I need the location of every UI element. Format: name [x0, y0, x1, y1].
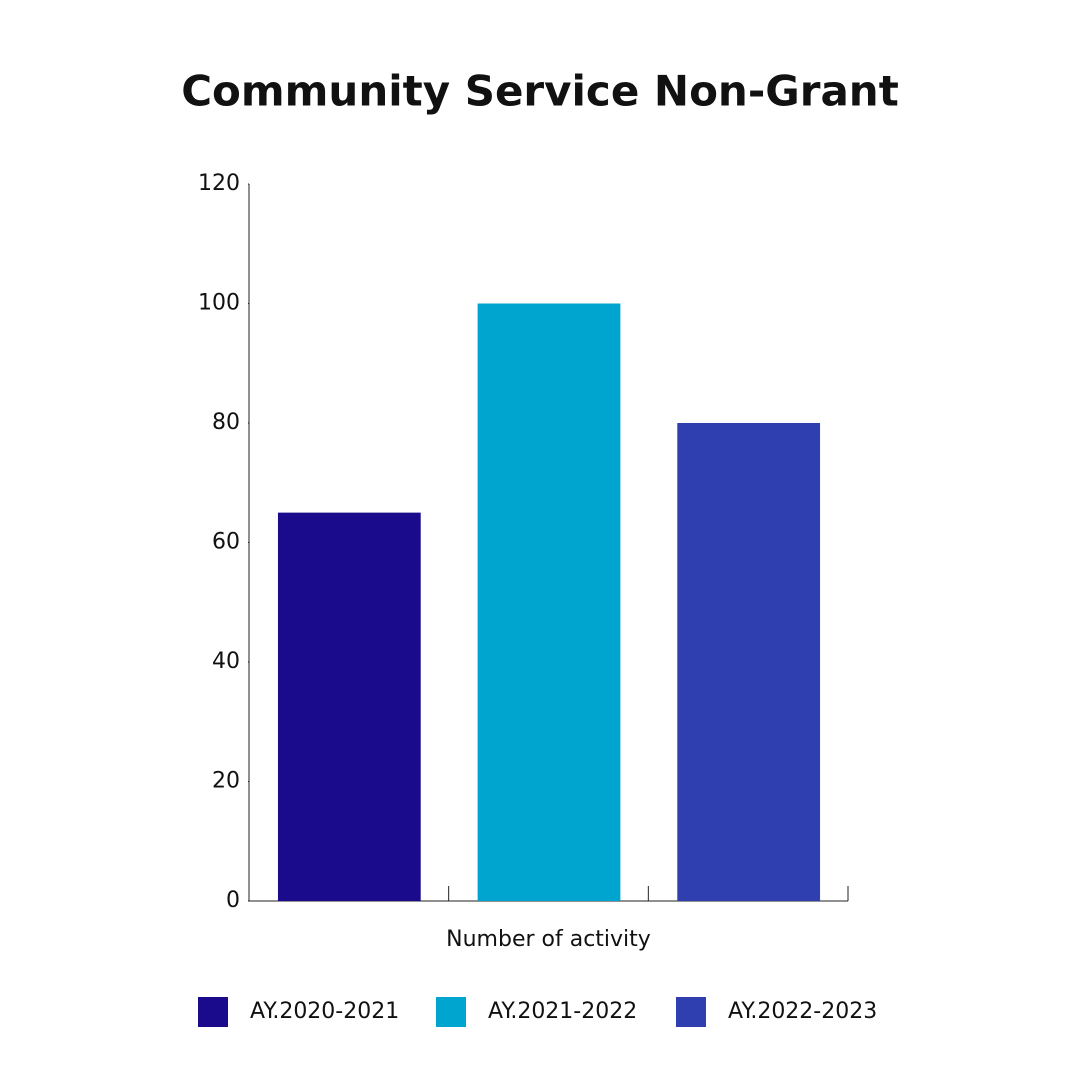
- y-tick-label: 20: [212, 769, 240, 794]
- y-tick-label: 40: [212, 649, 240, 674]
- y-tick-label: 120: [198, 171, 240, 196]
- bar: [277, 512, 421, 901]
- legend-label: AY.2022-2023: [728, 999, 877, 1024]
- legend-swatch: [198, 997, 228, 1027]
- bar: [677, 423, 821, 901]
- y-tick-label: 100: [198, 291, 240, 316]
- y-tick-label: 60: [212, 530, 240, 555]
- chart-title: Community Service Non-Grant: [181, 67, 899, 116]
- legend-swatch: [676, 997, 706, 1027]
- x-axis-label: Number of activity: [446, 927, 651, 952]
- legend-label: AY.2021-2022: [488, 999, 637, 1024]
- legend-swatch: [436, 997, 466, 1027]
- legend-label: AY.2020-2021: [250, 999, 399, 1024]
- y-tick-label: 0: [226, 888, 240, 913]
- bar: [477, 303, 621, 901]
- y-tick-label: 80: [212, 410, 240, 435]
